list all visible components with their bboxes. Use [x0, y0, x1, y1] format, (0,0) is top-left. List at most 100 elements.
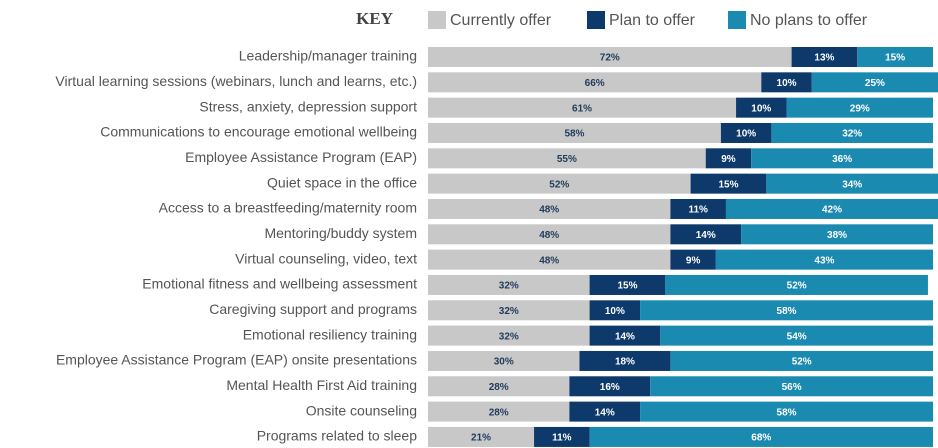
bar-segment — [579, 350, 671, 371]
category-label: Quiet space in the office — [267, 174, 417, 190]
value-label: 29% — [850, 103, 870, 114]
value-label: 21% — [471, 433, 491, 444]
bar-segment — [690, 173, 767, 194]
category-label: Leadership/manager training — [239, 48, 417, 64]
bar-segment — [428, 122, 721, 143]
bar-segment — [857, 47, 933, 67]
legend-swatch — [587, 11, 605, 29]
category-label: Emotional fitness and wellbeing assessme… — [142, 276, 417, 292]
bar-segment — [715, 249, 933, 270]
value-label: 52% — [792, 357, 812, 368]
bar-segment — [428, 72, 762, 93]
bar-segment — [428, 376, 570, 397]
bar-segment — [534, 426, 590, 447]
value-label: 13% — [814, 53, 834, 64]
value-label: 18% — [615, 357, 635, 368]
category-label: Virtual learning sessions (webinars, lun… — [55, 73, 417, 89]
legend-swatch — [728, 11, 746, 29]
bar-segment — [428, 173, 691, 194]
legend-label: No plans to offer — [750, 12, 868, 29]
bar-segment — [670, 350, 933, 371]
legend-label: Plan to offer — [609, 12, 696, 29]
bar-segment — [751, 148, 933, 169]
bar-segment — [428, 198, 671, 219]
value-label: 15% — [885, 53, 905, 64]
value-label: 32% — [842, 129, 862, 140]
bar-segment — [786, 97, 933, 118]
value-label: 48% — [539, 230, 559, 241]
value-label: 52% — [787, 281, 807, 292]
value-label: 32% — [499, 306, 519, 317]
legend-swatch — [428, 11, 446, 29]
value-label: 11% — [688, 205, 708, 216]
value-label: 30% — [494, 357, 514, 368]
bar-segment — [660, 325, 933, 346]
value-label: 34% — [842, 179, 862, 190]
value-label: 61% — [572, 103, 592, 114]
value-label: 52% — [549, 179, 569, 190]
value-label: 11% — [552, 433, 572, 444]
category-label: Communications to encourage emotional we… — [100, 124, 417, 140]
bar-segment — [589, 300, 641, 321]
bar-segment — [791, 47, 858, 67]
bar-segment — [771, 122, 933, 143]
bar-segment — [766, 173, 938, 194]
category-label: Virtual counseling, video, text — [235, 250, 417, 266]
value-label: 32% — [499, 331, 519, 342]
bar-segment — [428, 350, 580, 371]
value-label: 36% — [832, 154, 852, 165]
bar-segment — [569, 376, 651, 397]
bar-segment — [640, 300, 933, 321]
value-label: 14% — [595, 407, 615, 418]
bar-segment — [428, 148, 706, 169]
legend-label: Currently offer — [450, 12, 552, 29]
bar-segment — [428, 47, 792, 67]
bar-segment — [640, 401, 933, 422]
bar-segment — [725, 198, 938, 219]
bar-segment — [428, 325, 590, 346]
value-label: 9% — [721, 154, 736, 165]
category-label: Caregiving support and programs — [209, 301, 417, 317]
value-label: 66% — [585, 78, 605, 89]
legend-title: KEY — [356, 9, 393, 28]
bar-segment — [428, 97, 737, 118]
bar-segment — [589, 426, 933, 447]
value-label: 10% — [751, 103, 771, 114]
bar-segment — [720, 122, 772, 143]
value-label: 54% — [787, 331, 807, 342]
category-label: Mental Health First Aid training — [226, 377, 417, 393]
bar-segment — [428, 300, 590, 321]
value-label: 14% — [615, 331, 635, 342]
value-label: 28% — [489, 382, 509, 393]
value-label: 10% — [777, 78, 797, 89]
value-label: 10% — [605, 306, 625, 317]
value-label: 32% — [499, 281, 519, 292]
value-label: 72% — [600, 53, 620, 64]
category-label: Access to a breastfeeding/maternity room — [159, 200, 417, 216]
value-label: 55% — [557, 154, 577, 165]
category-label: Stress, anxiety, depression support — [199, 98, 417, 114]
category-label: Emotional resiliency training — [243, 326, 417, 342]
bar-segment — [761, 72, 812, 93]
bar-segment — [741, 224, 933, 245]
bar-segment — [670, 249, 716, 270]
value-label: 38% — [827, 230, 847, 241]
bar-segment — [589, 325, 661, 346]
value-label: 15% — [718, 179, 738, 190]
value-label: 9% — [686, 255, 701, 266]
value-label: 16% — [600, 382, 620, 393]
value-label: 14% — [696, 230, 716, 241]
bar-segment — [650, 376, 933, 397]
value-label: 15% — [617, 281, 637, 292]
value-label: 68% — [751, 433, 771, 444]
value-label: 58% — [777, 306, 797, 317]
bar-segment — [589, 274, 666, 295]
category-label: Mentoring/buddy system — [264, 225, 417, 241]
value-label: 43% — [814, 255, 834, 266]
value-label: 58% — [564, 129, 584, 140]
bar-segment — [736, 97, 787, 118]
category-label: Onsite counseling — [306, 402, 417, 418]
value-label: 48% — [539, 205, 559, 216]
value-label: 42% — [822, 205, 842, 216]
